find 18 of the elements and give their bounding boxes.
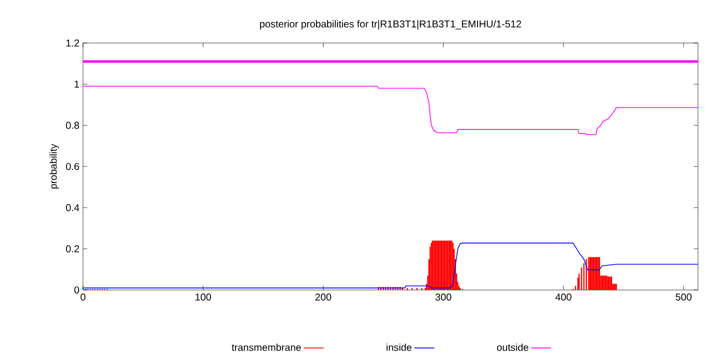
legend-label: inside [386, 343, 412, 351]
x-tick-label: 200 [315, 293, 332, 300]
y-axis-title: probability [50, 144, 59, 188]
legend-label: transmembrane [232, 343, 301, 351]
y-tick-label: 0 [74, 286, 80, 294]
y-tick-label: 1.2 [66, 39, 79, 46]
x-tick-label: 100 [196, 293, 212, 300]
x-tick-label: 400 [555, 293, 572, 300]
x-tick-label: 500 [676, 293, 692, 300]
y-tick-label: 0.8 [66, 122, 80, 129]
y-tick-label: 0.2 [66, 245, 79, 252]
chart-title: posterior probabilities for tr|R1B3T1|R1B3T1_EMIHU/1-512 [260, 20, 522, 30]
y-tick-label: 1 [74, 80, 80, 88]
legend-label: outside [497, 343, 528, 351]
x-tick-label: 300 [435, 293, 452, 300]
y-tick-label: 0.4 [66, 204, 80, 212]
y-tick-label: 0.6 [66, 162, 80, 170]
x-tick-label: 0 [80, 293, 86, 300]
